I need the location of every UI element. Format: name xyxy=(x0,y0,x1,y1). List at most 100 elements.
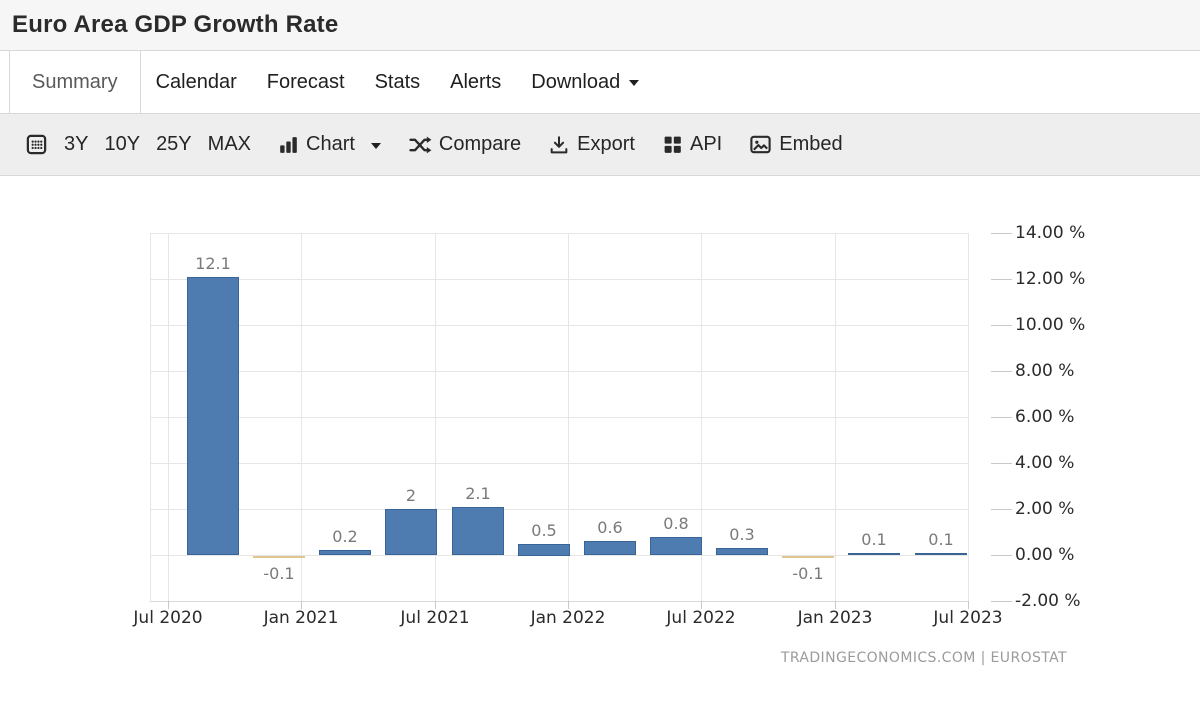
bar-chart-icon xyxy=(278,134,299,155)
y-axis-tick xyxy=(991,371,1012,372)
x-axis-label: Jan 2022 xyxy=(530,608,606,628)
y-axis-tick xyxy=(991,417,1012,418)
page-title: Euro Area GDP Growth Rate xyxy=(12,11,339,38)
chart-bar[interactable] xyxy=(319,550,371,555)
y-gridline xyxy=(150,325,968,326)
tab-alerts[interactable]: Alerts xyxy=(450,70,502,93)
compare-button[interactable]: Compare xyxy=(408,133,521,157)
caret-down-icon xyxy=(370,142,381,149)
y-axis-tick xyxy=(991,279,1012,280)
y-axis-label: 12.00 % xyxy=(1015,269,1086,289)
x-axis-tick xyxy=(835,601,836,609)
x-gridline xyxy=(835,233,836,601)
y-axis-label: 4.00 % xyxy=(1015,453,1075,473)
chart-toolbar: 3Y 10Y 25Y MAX Chart xyxy=(0,113,1200,176)
bar-value-label: 2.1 xyxy=(465,484,491,503)
x-gridline xyxy=(435,233,436,601)
x-gridline xyxy=(168,233,169,601)
chart-bar[interactable] xyxy=(584,541,636,555)
date-range-picker-button[interactable] xyxy=(25,133,48,156)
x-gridline xyxy=(568,233,569,601)
y-gridline xyxy=(150,233,968,234)
tab-bar: Summary Calendar Forecast Stats Alerts D… xyxy=(0,51,1200,113)
y-gridline xyxy=(150,463,968,464)
tab-summary[interactable]: Summary xyxy=(9,51,141,113)
shuffle-icon xyxy=(408,133,432,157)
bar-value-label: 0.8 xyxy=(663,514,689,533)
range-button-10y[interactable]: 10Y xyxy=(104,133,141,155)
y-axis-label: 8.00 % xyxy=(1015,361,1075,381)
bar-value-label: 2 xyxy=(405,486,417,505)
y-axis-tick xyxy=(991,601,1012,602)
chart-bar[interactable] xyxy=(452,507,504,555)
chart-attribution: TRADINGECONOMICS.COM | EUROSTAT xyxy=(780,650,1067,666)
tab-calendar[interactable]: Calendar xyxy=(155,70,237,93)
x-gridline xyxy=(968,233,969,601)
x-axis-label: Jul 2021 xyxy=(400,608,470,628)
x-axis-tick xyxy=(168,601,169,609)
x-axis-label: Jul 2022 xyxy=(666,608,736,628)
y-axis-label: 0.00 % xyxy=(1015,545,1075,565)
gdp-growth-rate-chart: TRADINGECONOMICS.COM | EUROSTAT 14.00 % 1… xyxy=(0,176,1200,701)
bar-value-label: 0.3 xyxy=(729,525,755,544)
bar-value-label: -0.1 xyxy=(263,564,295,583)
y-axis-tick xyxy=(991,509,1012,510)
chart-bar[interactable] xyxy=(716,548,768,555)
chart-bar[interactable] xyxy=(187,277,239,555)
download-icon xyxy=(548,134,570,156)
tab-forecast[interactable]: Forecast xyxy=(266,70,345,93)
y-axis-label: 10.00 % xyxy=(1015,315,1086,335)
embed-button[interactable]: Embed xyxy=(749,133,843,156)
x-axis-label: Jan 2023 xyxy=(797,608,873,628)
chart-bar[interactable] xyxy=(782,556,834,558)
x-axis-tick xyxy=(568,601,569,609)
y-gridline xyxy=(150,417,968,418)
bar-value-label: 0.5 xyxy=(531,521,557,540)
y-axis-label: 6.00 % xyxy=(1015,407,1075,427)
calendar-icon xyxy=(25,133,48,156)
y-axis-tick xyxy=(991,555,1012,556)
chart-type-button[interactable]: Chart xyxy=(278,133,381,156)
y-gridline xyxy=(150,279,968,280)
x-axis-tick xyxy=(968,601,969,609)
y-axis-label: 14.00 % xyxy=(1015,223,1086,243)
chart-bar[interactable] xyxy=(518,544,570,556)
x-gridline xyxy=(301,233,302,601)
y-gridline xyxy=(150,509,968,510)
chart-bar[interactable] xyxy=(848,553,900,555)
chart-bar[interactable] xyxy=(650,537,702,555)
bar-value-label: 0.1 xyxy=(861,530,887,549)
range-button-3y[interactable]: 3Y xyxy=(64,133,89,155)
y-axis-tick xyxy=(991,325,1012,326)
tab-stats[interactable]: Stats xyxy=(374,70,421,93)
x-axis-tick xyxy=(435,601,436,609)
x-axis-label: Jul 2023 xyxy=(933,608,1003,628)
range-button-max[interactable]: MAX xyxy=(207,133,251,155)
plot-left-edge xyxy=(150,233,151,601)
y-axis-label: 2.00 % xyxy=(1015,499,1075,519)
chart-bar[interactable] xyxy=(385,509,437,555)
x-axis-tick xyxy=(301,601,302,609)
x-axis-tick xyxy=(701,601,702,609)
y-axis-tick xyxy=(991,233,1012,234)
tab-download[interactable]: Download xyxy=(516,51,654,113)
bar-value-label: 0.1 xyxy=(928,530,954,549)
range-button-25y[interactable]: 25Y xyxy=(156,133,192,155)
x-gridline xyxy=(701,233,702,601)
grid-squares-icon xyxy=(662,134,683,155)
bar-value-label: 0.6 xyxy=(597,518,623,537)
caret-down-icon xyxy=(629,80,640,86)
chart-bar[interactable] xyxy=(915,553,967,555)
y-axis-label: -2.00 % xyxy=(1015,591,1081,611)
chart-bar[interactable] xyxy=(253,556,305,558)
export-button[interactable]: Export xyxy=(548,133,635,156)
y-gridline xyxy=(150,601,968,602)
y-gridline xyxy=(150,371,968,372)
bar-value-label: 12.1 xyxy=(195,254,231,273)
api-button[interactable]: API xyxy=(662,133,722,156)
bar-value-label: 0.2 xyxy=(332,527,358,546)
title-bar: Euro Area GDP Growth Rate xyxy=(0,0,1200,51)
bar-value-label: -0.1 xyxy=(792,564,824,583)
y-axis-tick xyxy=(991,463,1012,464)
